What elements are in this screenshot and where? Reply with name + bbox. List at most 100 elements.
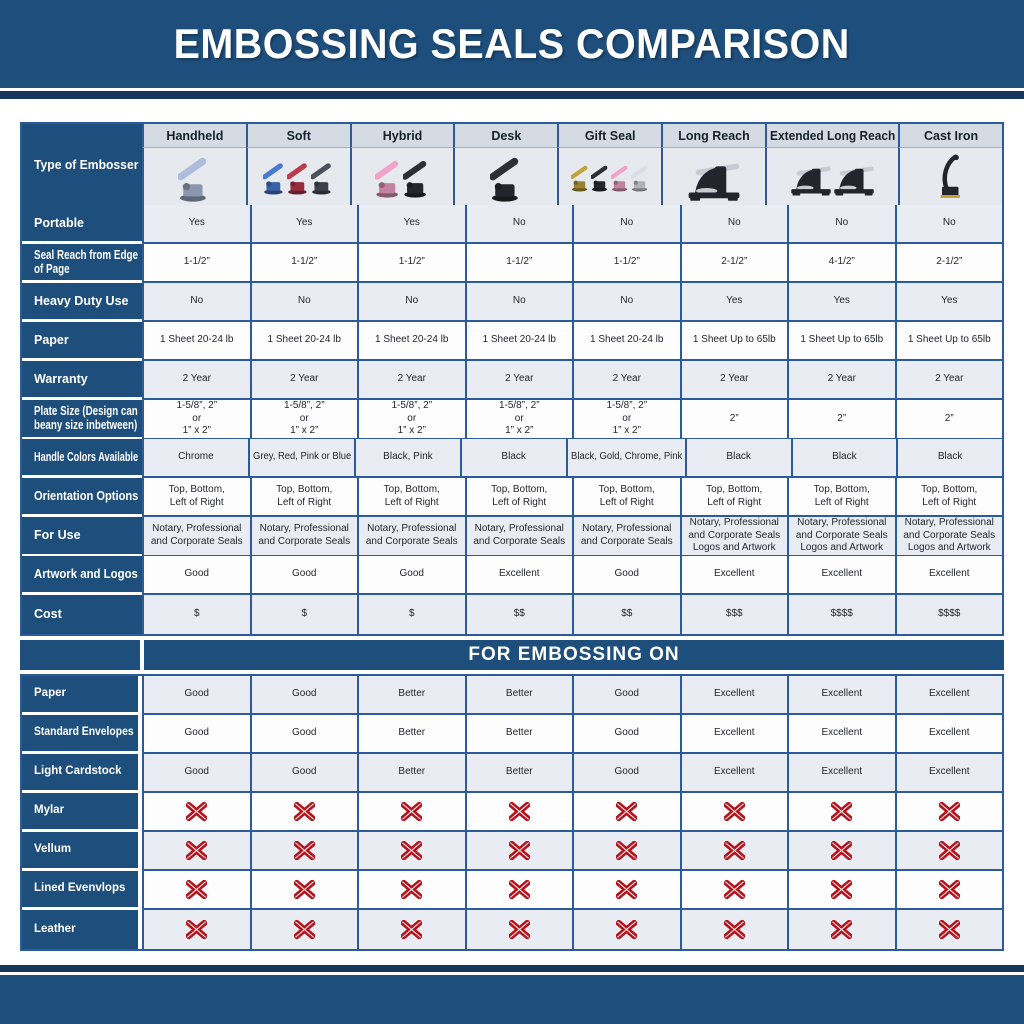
not-suitable-cell xyxy=(142,910,250,949)
cell-value: No xyxy=(297,295,311,307)
corner-label: Type of Embosser xyxy=(34,157,139,172)
table-cell: 4-1/2” xyxy=(787,244,895,283)
table-cell: $$$$ xyxy=(894,595,1002,634)
cell-value: $$ xyxy=(513,608,525,620)
table-row-handle-colors-available: Handle Colors Available Chrome Grey, Red, … xyxy=(22,439,1002,478)
cell-value: 1 Sheet 20-24 lb xyxy=(267,334,341,346)
table-cell: Good xyxy=(249,556,357,595)
cell-value: 1-1/2” xyxy=(291,256,318,268)
table-row-portable: Portable Yes Yes Yes No No No No No xyxy=(22,205,1002,244)
footer-stripe-white xyxy=(0,972,1024,975)
table-cell: Excellent xyxy=(464,556,572,595)
embossing-on-table: Paper Good Good Better Better Good Excellent Ex… xyxy=(20,674,1004,951)
row-label: Artwork and Logos xyxy=(34,566,138,581)
not-suitable-cell xyxy=(894,871,1002,910)
row-label-cell: Seal Reach from Edge of Page xyxy=(22,244,142,283)
gift-seal-embosser-icon xyxy=(570,152,590,202)
cell-value: 1-5/8”, 2” or 1” x 2” xyxy=(606,400,648,436)
table-cell: No xyxy=(357,283,465,322)
cell-value: Yes xyxy=(726,295,743,307)
table-cell: Better xyxy=(357,676,465,715)
table-cell: $$ xyxy=(572,595,680,634)
row-label-cell: Paper xyxy=(22,322,142,361)
extended-long-reach-embosser-icon xyxy=(833,152,875,202)
red-x-icon xyxy=(401,880,423,899)
cell-value: Better xyxy=(398,727,426,739)
column-header-gift-seal: Gift Seal xyxy=(557,124,662,148)
table-cell: No xyxy=(894,205,1002,244)
row-label-cell: Standard Envelopes xyxy=(22,715,142,754)
table-cell: Top, Bottom, Left of Right xyxy=(572,478,680,517)
red-x-icon xyxy=(508,841,530,860)
cell-value: 1 Sheet Up to 65lb xyxy=(907,334,991,346)
row-label-cell: Artwork and Logos xyxy=(22,556,142,595)
table-cell: Black xyxy=(684,439,791,478)
not-suitable-cell xyxy=(357,832,465,871)
table-cell: 1-5/8”, 2” or 1” x 2” xyxy=(142,400,250,440)
table-cell: Good xyxy=(142,556,250,595)
long-reach-embosser-icon xyxy=(687,152,741,202)
table-cell: Black xyxy=(790,439,897,478)
cell-value: Better xyxy=(398,766,426,778)
cell-value: Yes xyxy=(403,217,420,229)
table-row-mylar: Mylar xyxy=(22,793,1002,832)
table-cell: 1-5/8”, 2” or 1” x 2” xyxy=(572,400,680,440)
table-cell: Top, Bottom, Left of Right xyxy=(357,478,465,517)
table-cell: Good xyxy=(572,676,680,715)
cell-value: Good xyxy=(292,727,317,739)
red-x-icon xyxy=(186,920,208,939)
table-cell: Grey, Red, Pink or Blue xyxy=(247,439,355,478)
table-cell: No xyxy=(249,283,357,322)
not-suitable-cell xyxy=(894,793,1002,832)
cell-value: Top, Bottom, Left of Right xyxy=(706,484,763,508)
not-suitable-cell xyxy=(357,910,465,949)
cell-value: 1-5/8”, 2” or 1” x 2” xyxy=(176,400,218,436)
cell-value: Good xyxy=(292,766,317,778)
not-suitable-cell xyxy=(142,793,250,832)
section-title: FOR EMBOSSING ON xyxy=(468,644,680,665)
soft-embosser-cell xyxy=(245,148,350,205)
hybrid-embosser-cell xyxy=(349,148,454,205)
red-x-icon xyxy=(293,880,315,899)
cell-value: 1-1/2” xyxy=(183,256,210,268)
row-label: Paper xyxy=(34,332,69,347)
cell-value: $$ xyxy=(621,608,633,620)
table-row-plate-size-design-can-beany-size-inbetween-: Plate Size (Design can beany size inbetw… xyxy=(22,400,1002,440)
cell-value: Yes xyxy=(941,295,958,307)
table-row-paper: Paper Good Good Better Better Good Excellent Ex… xyxy=(22,676,1002,715)
row-label-cell: Warranty xyxy=(22,361,142,400)
table-cell: Top, Bottom, Left of Right xyxy=(249,478,357,517)
cell-value: 1-5/8”, 2” or 1” x 2” xyxy=(498,400,540,436)
cell-value: 2 Year xyxy=(397,373,426,385)
cell-value: Black xyxy=(937,451,963,463)
red-x-icon xyxy=(723,880,745,899)
cell-value: Better xyxy=(505,688,533,700)
table-cell: $ xyxy=(249,595,357,634)
table-cell: $$$ xyxy=(679,595,787,634)
cell-value: $$$$ xyxy=(938,608,961,620)
table-cell: Yes xyxy=(142,205,250,244)
table-cell: 1-1/2” xyxy=(357,244,465,283)
cell-value: Yes xyxy=(296,217,313,229)
table-cell: 1-1/2” xyxy=(142,244,250,283)
table-cell: Good xyxy=(249,715,357,754)
not-suitable-cell xyxy=(249,793,357,832)
cell-value: $ xyxy=(193,608,200,620)
red-x-icon xyxy=(186,802,208,821)
table-cell: Notary, Professional and Corporate Seals… xyxy=(679,517,787,557)
cell-value: Chrome xyxy=(178,451,214,463)
row-label-cell: Heavy Duty Use xyxy=(22,283,142,322)
cell-value: Good xyxy=(292,688,317,700)
cell-value: Good xyxy=(614,766,639,778)
cell-value: Excellent xyxy=(821,766,863,778)
cell-value: Top, Bottom, Left of Right xyxy=(813,484,870,508)
table-cell: Better xyxy=(464,676,572,715)
red-x-icon xyxy=(938,802,960,821)
cell-value: Yes xyxy=(188,217,205,229)
cell-value: Better xyxy=(505,727,533,739)
not-suitable-cell xyxy=(249,832,357,871)
not-suitable-cell xyxy=(679,871,787,910)
cell-value: No xyxy=(405,295,419,307)
cell-value: Excellent xyxy=(713,766,755,778)
cell-value: 2 Year xyxy=(827,373,856,385)
